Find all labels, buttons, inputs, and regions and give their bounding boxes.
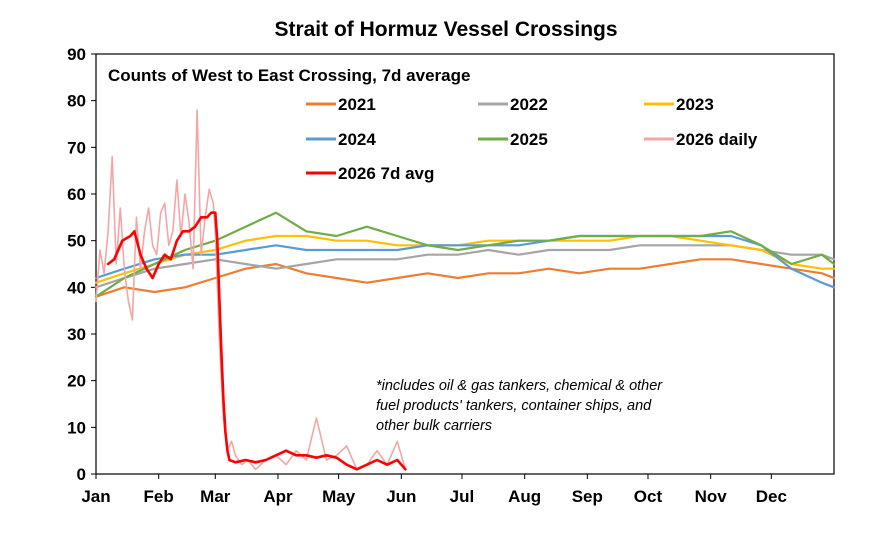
x-tick-label: Mar bbox=[200, 487, 231, 506]
x-tick-label: Feb bbox=[144, 487, 174, 506]
legend-label: 2026 daily bbox=[676, 130, 758, 149]
series-line-2024 bbox=[94, 234, 836, 289]
note-line-2: fuel products' tankers, container ships,… bbox=[376, 398, 652, 414]
chart-subtitle: Counts of West to East Crossing, 7d aver… bbox=[108, 66, 470, 85]
legend-label: 2025 bbox=[510, 130, 548, 149]
y-tick-label: 90 bbox=[67, 45, 86, 64]
y-tick-label: 20 bbox=[67, 372, 86, 391]
x-axis: Jan Feb Mar Apr May Jun Jul Aug Sep Oct Nov Dec bbox=[81, 474, 787, 506]
y-tick-label: 40 bbox=[67, 278, 86, 297]
x-tick-label: Jan bbox=[81, 487, 110, 506]
chart-title: Strait of Hormuz Vessel Crossings bbox=[274, 18, 617, 41]
x-tick-label: May bbox=[322, 487, 356, 506]
y-tick-label: 10 bbox=[67, 418, 86, 437]
x-tick-label: Aug bbox=[508, 487, 541, 506]
y-tick-label: 50 bbox=[67, 232, 86, 251]
x-tick-label: Jun bbox=[386, 487, 416, 506]
x-tick-label: Sep bbox=[572, 487, 603, 506]
note-line-1: *includes oil & gas tankers, chemical & … bbox=[376, 378, 663, 394]
x-tick-label: Dec bbox=[756, 487, 787, 506]
x-tick-label: Jul bbox=[450, 487, 475, 506]
series-layer bbox=[94, 109, 836, 471]
series-line-2026-7d-avg bbox=[106, 211, 407, 471]
legend: 2021 2022 2023 2024 2025 2026 daily 2026 7d av… bbox=[306, 95, 758, 183]
y-tick-label: 80 bbox=[67, 92, 86, 111]
x-tick-label: Oct bbox=[634, 487, 663, 506]
x-tick-label: Nov bbox=[695, 487, 728, 506]
y-tick-label: 60 bbox=[67, 185, 86, 204]
y-tick-label: 0 bbox=[77, 465, 86, 484]
legend-label: 2023 bbox=[676, 95, 714, 114]
y-axis: 0 10 20 30 40 50 60 70 80 90 bbox=[67, 45, 96, 484]
y-tick-label: 70 bbox=[67, 138, 86, 157]
legend-label: 2022 bbox=[510, 95, 548, 114]
y-tick-label: 30 bbox=[67, 325, 86, 344]
legend-label: 2026 7d avg bbox=[338, 164, 434, 183]
x-tick-label: Apr bbox=[263, 487, 293, 506]
series-line-2021 bbox=[94, 258, 836, 298]
legend-label: 2024 bbox=[338, 130, 376, 149]
legend-label: 2021 bbox=[338, 95, 376, 114]
series-line-2025 bbox=[94, 211, 836, 298]
series-line-2026-daily bbox=[95, 109, 407, 471]
series-line-2023 bbox=[94, 234, 836, 284]
note-line-3: other bulk carriers bbox=[376, 418, 492, 434]
